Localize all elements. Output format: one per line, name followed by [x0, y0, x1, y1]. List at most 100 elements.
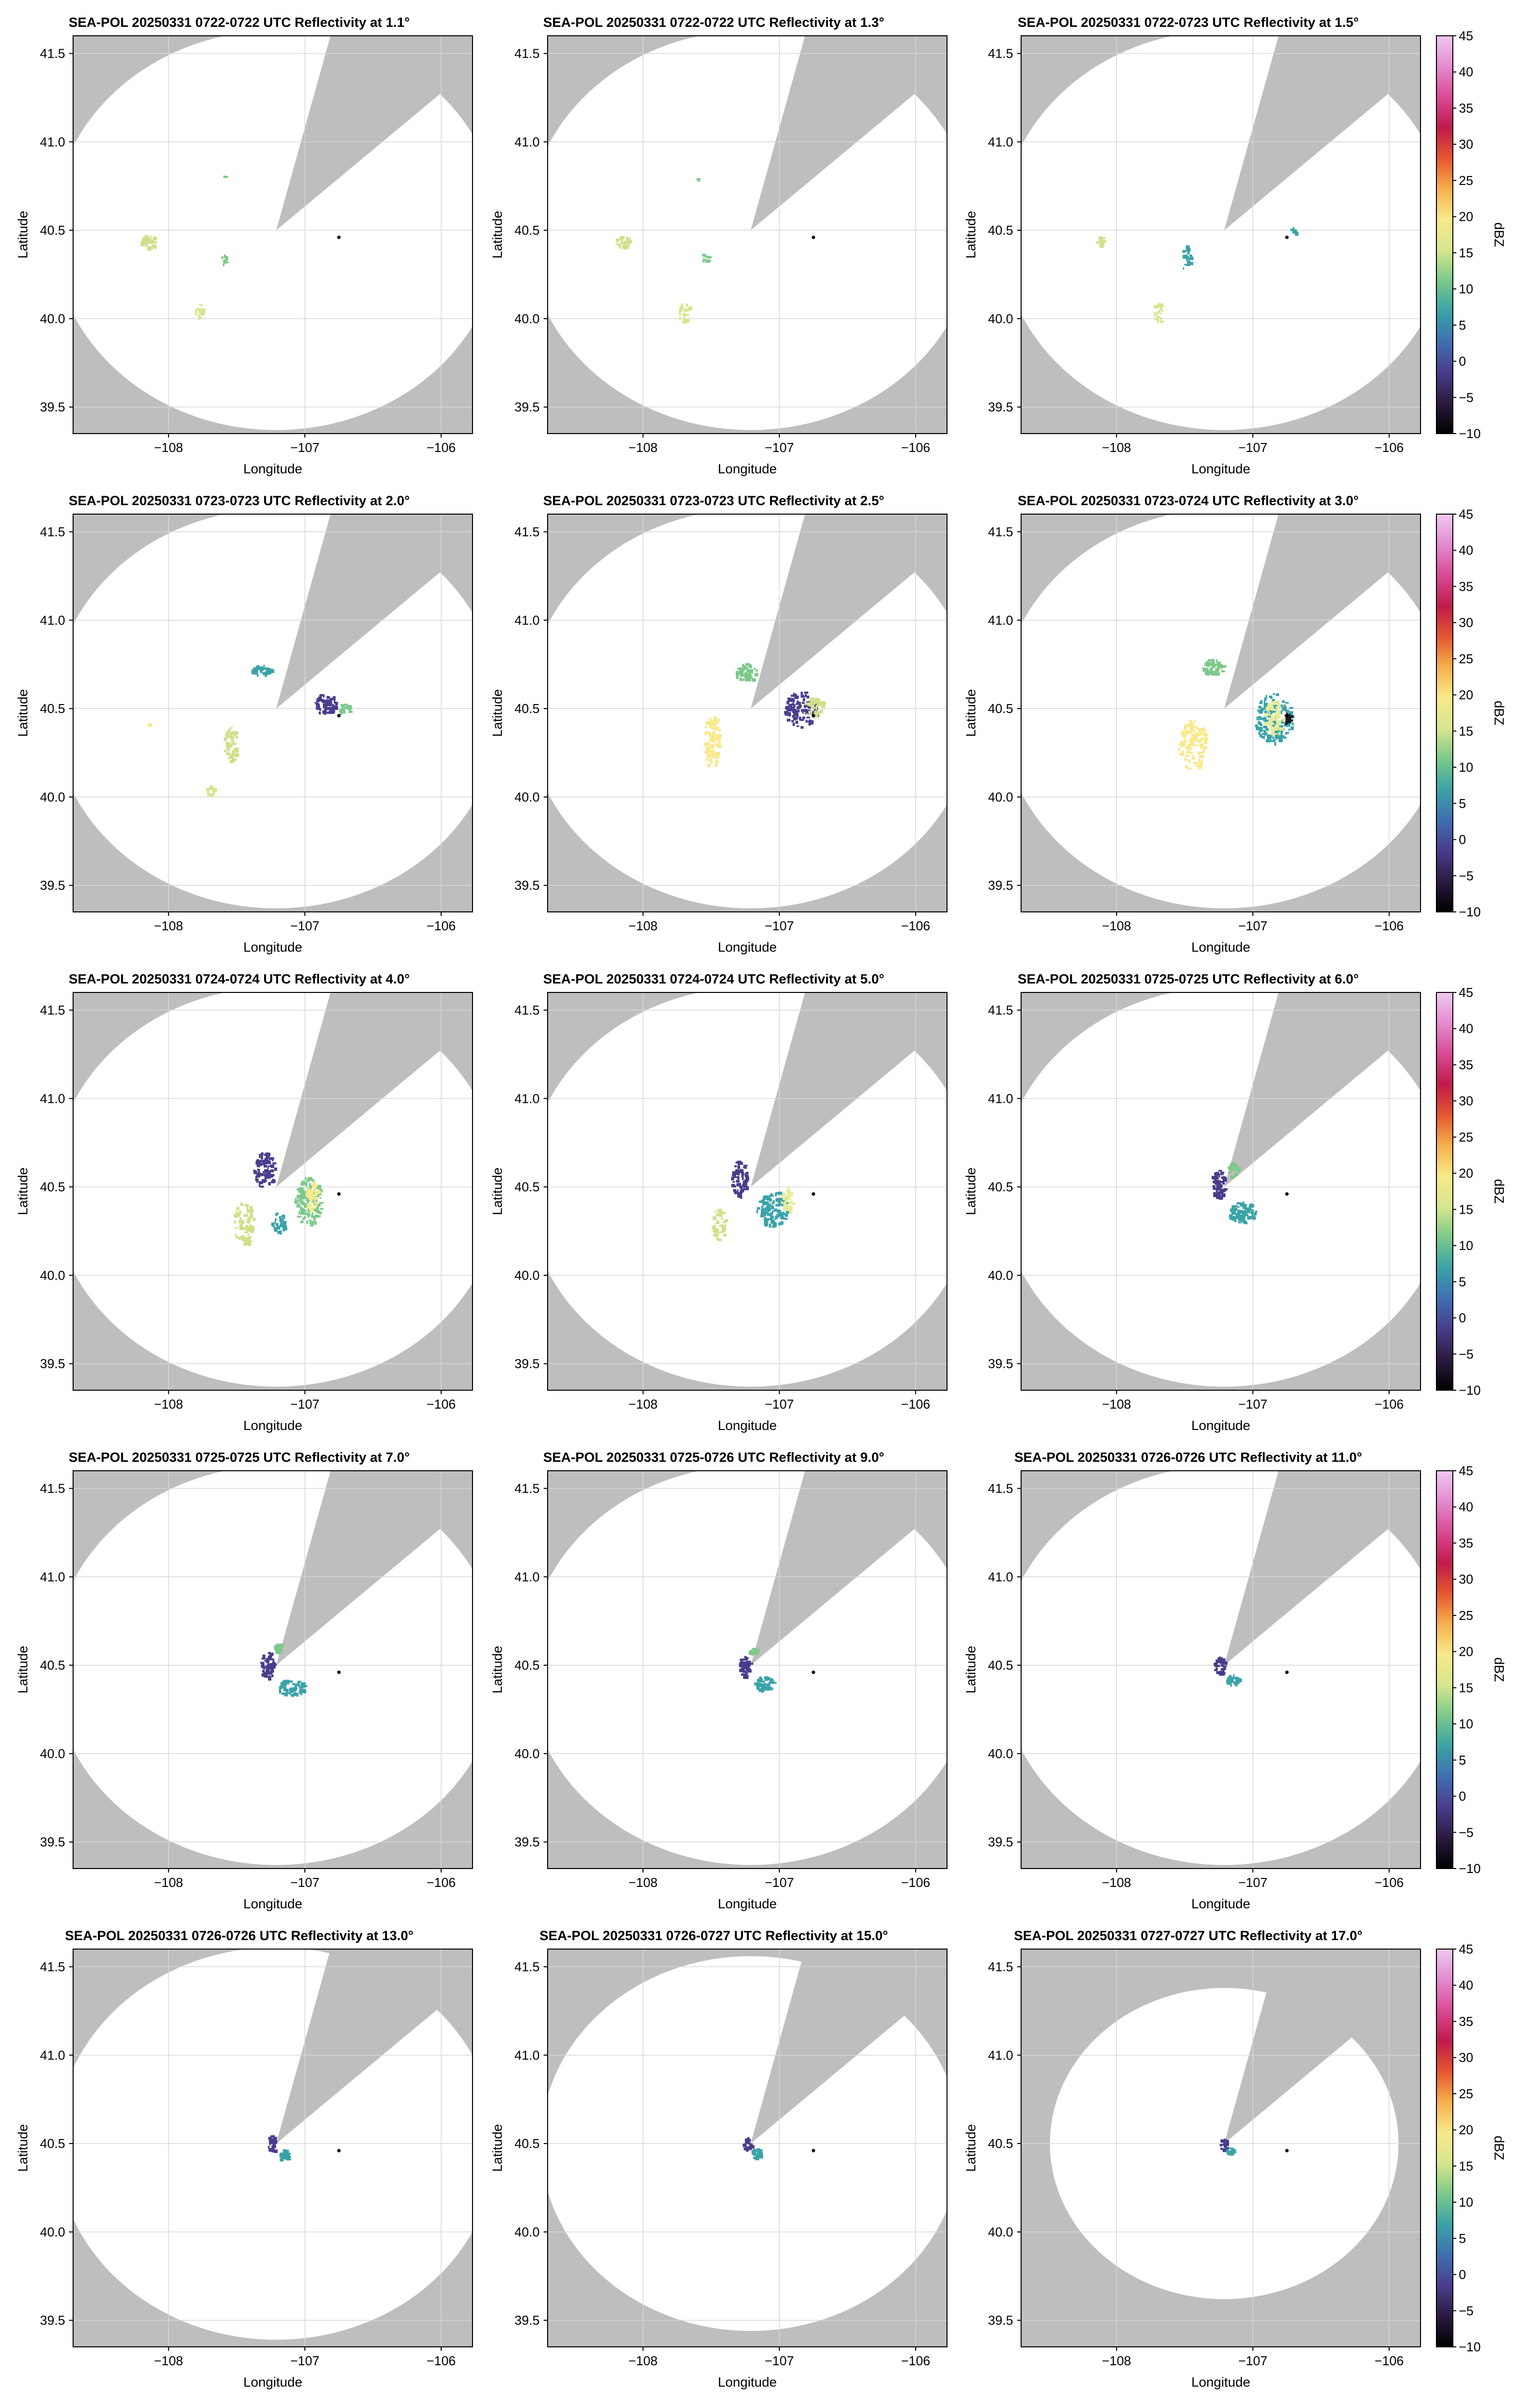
reflectivity-cell: [746, 1669, 749, 1672]
reflectivity-cell: [744, 672, 748, 674]
reflectivity-cell: [1244, 1208, 1246, 1211]
reflectivity-cell: [246, 1221, 248, 1223]
reflectivity-cell: [275, 1644, 279, 1649]
reflectivity-cell: [197, 314, 200, 316]
reflectivity-cell: [1256, 716, 1260, 718]
reflectivity-cell: [1243, 1204, 1247, 1207]
reflectivity-cell: [262, 1654, 266, 1658]
panel: −108 −107 −10639.540.040.541.041.5Longitud…: [15, 1450, 473, 1911]
reflectivity-cell: [1184, 738, 1186, 741]
reflectivity-cell: [271, 1222, 275, 1227]
reflectivity-cell: [1265, 719, 1269, 722]
reflectivity-cell: [1222, 1189, 1225, 1193]
reflectivity-cell: [1189, 262, 1194, 266]
reflectivity-cell: [238, 1237, 241, 1240]
y-tick-label: 40.0: [40, 1746, 65, 1761]
reflectivity-cell: [746, 1657, 749, 1660]
reflectivity-cell: [815, 697, 817, 699]
reflectivity-cell: [319, 708, 321, 711]
reflectivity-cell: [775, 1216, 779, 1218]
reflectivity-cell: [235, 735, 238, 739]
reflectivity-cell: [1215, 1177, 1219, 1180]
reflectivity-cell: [267, 1160, 271, 1164]
reflectivity-cell: [716, 1237, 720, 1241]
reflectivity-cell: [731, 1176, 735, 1180]
reflectivity-cell: [748, 673, 751, 677]
reflectivity-cell: [225, 733, 228, 736]
y-axis-label: Latitude: [15, 689, 30, 737]
y-tick-label: 40.0: [988, 1268, 1013, 1283]
reflectivity-cell: [234, 1213, 236, 1217]
reflectivity-cell: [1186, 248, 1191, 252]
reflectivity-cell: [278, 1652, 281, 1655]
reflectivity-cell: [800, 718, 804, 721]
reflectivity-cell: [745, 1672, 748, 1675]
reflectivity-cell: [1275, 719, 1279, 721]
reflectivity-cell: [239, 1210, 242, 1214]
reflectivity-cell: [231, 726, 233, 729]
reflectivity-cell: [756, 1687, 759, 1690]
reflectivity-cell: [270, 1169, 274, 1172]
reflectivity-cell: [259, 1184, 261, 1187]
reflectivity-cell: [304, 1191, 307, 1195]
reflectivity-cell: [783, 1202, 787, 1207]
reflectivity-cell: [770, 1194, 774, 1197]
reflectivity-cell: [1213, 1187, 1218, 1190]
reflectivity-cell: [221, 256, 223, 259]
reflectivity-cell: [783, 1192, 786, 1195]
reflectivity-cell: [793, 704, 796, 708]
reflectivity-cell: [326, 696, 330, 699]
x-tick-label: −107: [290, 1875, 320, 1890]
reflectivity-cell: [771, 1211, 773, 1214]
reflectivity-cell: [264, 1176, 267, 1180]
reflectivity-cell: [1264, 711, 1267, 714]
x-tick-label: −106: [901, 440, 931, 455]
reflectivity-cell: [702, 260, 705, 263]
reflectivity-cell: [790, 1201, 793, 1203]
reflectivity-cell: [1259, 734, 1262, 737]
y-tick-label: 39.5: [40, 1356, 65, 1371]
reflectivity-cell: [714, 1232, 717, 1235]
reflectivity-cell: [738, 1161, 741, 1164]
reflectivity-cell: [1218, 665, 1221, 668]
reflectivity-cell: [1242, 1201, 1244, 1204]
x-tick-label: −108: [629, 2353, 658, 2368]
reflectivity-cell: [1182, 250, 1185, 253]
reflectivity-cell: [1219, 1191, 1224, 1195]
reflectivity-cell: [1264, 697, 1267, 701]
reflectivity-cell: [346, 706, 348, 709]
colorbar-tick-label: 45: [1459, 985, 1473, 1000]
reflectivity-cell: [300, 1190, 305, 1194]
y-tick-label: 40.5: [988, 1658, 1013, 1673]
reflectivity-cell: [686, 308, 690, 310]
reflectivity-cell: [1220, 1664, 1222, 1667]
reflectivity-cell: [239, 1223, 243, 1228]
reflectivity-cell: [790, 698, 794, 701]
reflectivity-cell: [1219, 1181, 1224, 1183]
panel: −108 −107 −10639.540.040.541.041.5Longitud…: [15, 1928, 473, 2390]
reflectivity-cell: [1184, 734, 1187, 738]
axes-frame: [1021, 514, 1421, 912]
reflectivity-cell: [1265, 695, 1267, 698]
reflectivity-cell: [1236, 1206, 1239, 1208]
reflectivity-cell: [737, 1171, 740, 1176]
reflectivity-cell: [1214, 1174, 1219, 1177]
reflectivity-cell: [1276, 701, 1280, 703]
reflectivity-cell: [332, 696, 336, 700]
reflectivity-cell: [1267, 715, 1272, 718]
reflectivity-cell: [1221, 1658, 1226, 1662]
reflectivity-cell: [223, 262, 227, 264]
y-tick-label: 40.5: [514, 2136, 540, 2151]
reflectivity-cell: [305, 1189, 310, 1192]
reflectivity-cell: [744, 1173, 747, 1176]
reference-point-marker: [811, 1192, 815, 1196]
reflectivity-cell: [746, 1176, 750, 1180]
reflectivity-cell: [1236, 1212, 1241, 1216]
reflectivity-cell: [226, 747, 230, 750]
reflectivity-cell: [1242, 1212, 1247, 1216]
y-tick-label: 40.0: [988, 2225, 1013, 2239]
reflectivity-cell: [1190, 752, 1192, 755]
reflectivity-cell: [787, 697, 791, 700]
reflectivity-cell: [733, 1176, 738, 1178]
